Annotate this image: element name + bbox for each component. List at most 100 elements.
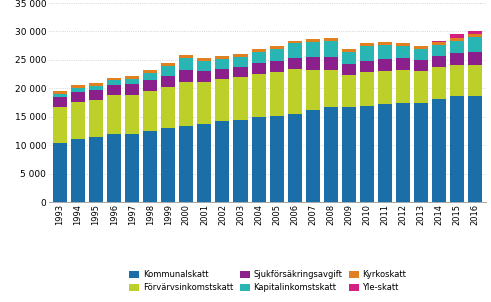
Bar [197, 124, 212, 202]
Bar [161, 87, 175, 128]
Bar [432, 99, 446, 202]
Legend: Kommunalskatt, Förvärvsinkomstskatt, Sjukförsäkringsavgift, Kapitalinkomstskatt,: Kommunalskatt, Förvärvsinkomstskatt, Sju… [130, 270, 406, 292]
Bar [270, 49, 284, 61]
Bar [71, 85, 85, 88]
Bar [53, 91, 67, 94]
Bar [179, 126, 193, 202]
Bar [324, 107, 338, 202]
Bar [89, 85, 103, 90]
Bar [53, 107, 67, 143]
Bar [342, 75, 356, 107]
Bar [432, 42, 446, 45]
Bar [89, 83, 103, 85]
Bar [197, 58, 212, 61]
Bar [360, 105, 374, 202]
Bar [233, 54, 247, 56]
Bar [360, 43, 374, 46]
Bar [251, 49, 266, 52]
Bar [378, 104, 392, 202]
Bar [306, 42, 320, 57]
Bar [468, 37, 482, 52]
Bar [71, 102, 85, 139]
Bar [107, 134, 121, 202]
Bar [306, 110, 320, 202]
Bar [414, 103, 428, 202]
Bar [233, 77, 247, 120]
Bar [414, 49, 428, 60]
Bar [342, 52, 356, 64]
Bar [270, 116, 284, 202]
Bar [107, 78, 121, 80]
Bar [125, 134, 139, 202]
Bar [197, 71, 212, 82]
Bar [306, 57, 320, 70]
Bar [251, 117, 266, 202]
Bar [270, 61, 284, 72]
Bar [107, 95, 121, 134]
Bar [288, 69, 302, 114]
Bar [143, 91, 157, 131]
Bar [161, 128, 175, 202]
Bar [216, 69, 229, 79]
Bar [143, 80, 157, 91]
Bar [306, 70, 320, 110]
Bar [53, 94, 67, 97]
Bar [216, 59, 229, 69]
Bar [414, 60, 428, 71]
Bar [251, 52, 266, 63]
Bar [378, 45, 392, 59]
Bar [468, 65, 482, 96]
Bar [378, 42, 392, 45]
Bar [396, 70, 410, 103]
Bar [53, 97, 67, 107]
Bar [270, 72, 284, 116]
Bar [324, 56, 338, 70]
Bar [251, 63, 266, 74]
Bar [324, 38, 338, 41]
Bar [107, 85, 121, 95]
Bar [432, 40, 446, 42]
Bar [450, 38, 464, 40]
Bar [270, 46, 284, 49]
Bar [432, 67, 446, 99]
Bar [468, 52, 482, 65]
Bar [53, 143, 67, 202]
Bar [450, 53, 464, 65]
Bar [125, 95, 139, 134]
Bar [71, 88, 85, 92]
Bar [396, 43, 410, 46]
Bar [216, 56, 229, 59]
Bar [125, 79, 139, 84]
Bar [396, 103, 410, 202]
Bar [288, 43, 302, 58]
Bar [125, 84, 139, 95]
Bar [288, 114, 302, 202]
Bar [378, 71, 392, 104]
Bar [125, 76, 139, 79]
Bar [179, 70, 193, 82]
Bar [432, 56, 446, 67]
Bar [450, 40, 464, 53]
Bar [143, 131, 157, 202]
Bar [342, 64, 356, 75]
Bar [414, 71, 428, 103]
Bar [360, 72, 374, 105]
Bar [324, 70, 338, 107]
Bar [161, 63, 175, 66]
Bar [233, 120, 247, 202]
Bar [233, 56, 247, 67]
Bar [468, 34, 482, 37]
Bar [107, 80, 121, 85]
Bar [143, 73, 157, 80]
Bar [342, 107, 356, 202]
Bar [179, 55, 193, 58]
Bar [360, 46, 374, 61]
Bar [288, 58, 302, 69]
Bar [71, 139, 85, 202]
Bar [432, 45, 446, 56]
Bar [378, 59, 392, 71]
Bar [143, 70, 157, 73]
Bar [197, 82, 212, 124]
Bar [251, 74, 266, 117]
Bar [396, 58, 410, 70]
